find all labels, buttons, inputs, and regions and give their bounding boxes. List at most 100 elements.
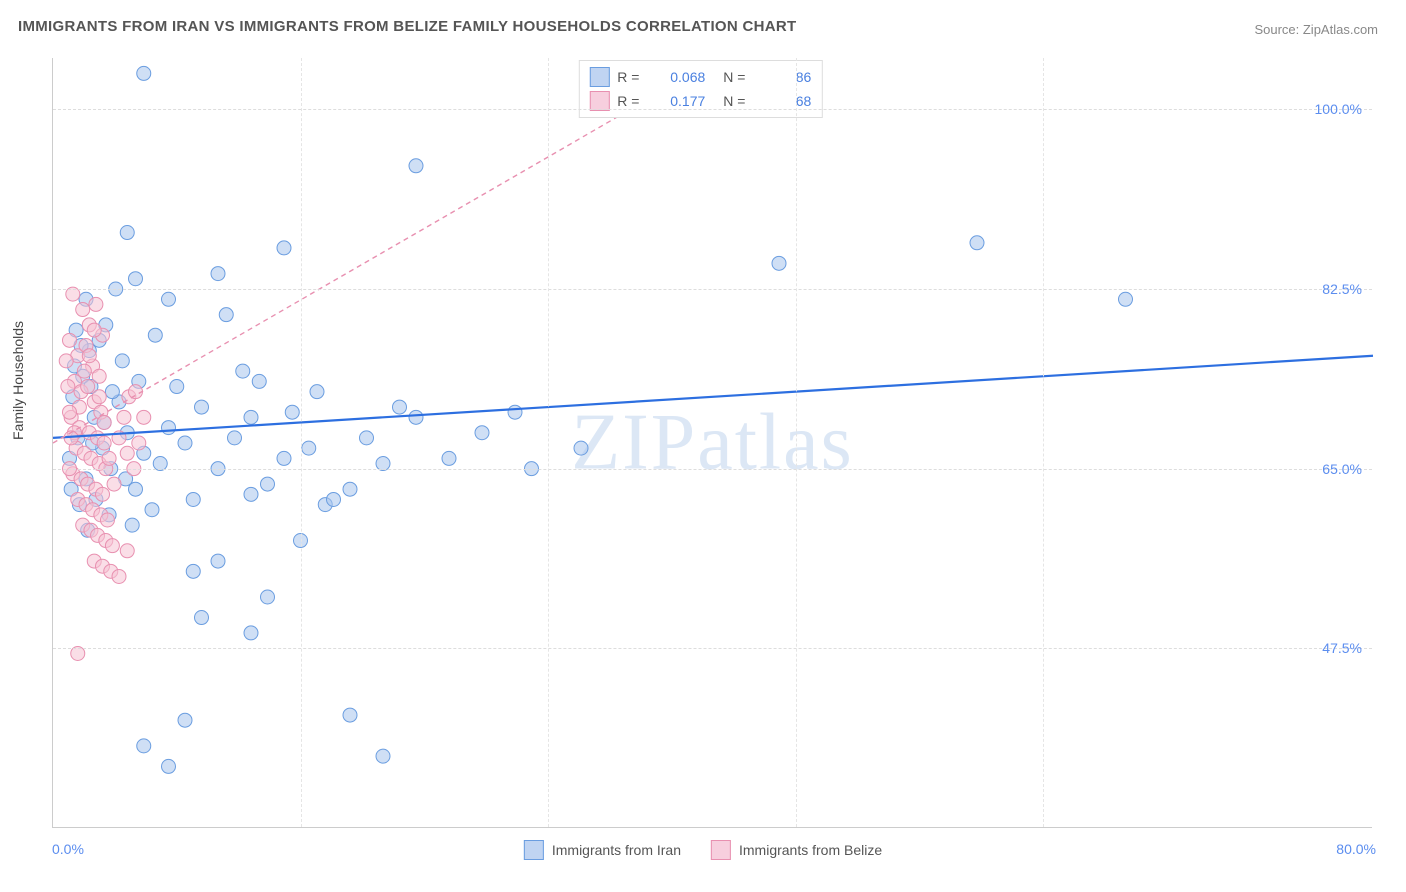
trend-line (53, 356, 1373, 438)
gridline (301, 58, 302, 827)
data-point (81, 380, 95, 394)
data-point (244, 626, 258, 640)
data-point (236, 364, 250, 378)
data-point (343, 708, 357, 722)
swatch-icon (524, 840, 544, 860)
gridline (53, 289, 1372, 290)
data-point (244, 410, 258, 424)
data-point (211, 554, 225, 568)
data-point (120, 544, 134, 558)
data-point (76, 303, 90, 317)
data-point (162, 759, 176, 773)
data-point (132, 436, 146, 450)
data-point (261, 590, 275, 604)
stat-n-label: N = (723, 69, 753, 85)
data-point (59, 354, 73, 368)
data-point (92, 369, 106, 383)
data-point (277, 241, 291, 255)
data-point (63, 333, 77, 347)
data-point (105, 385, 119, 399)
data-point (393, 400, 407, 414)
stat-n-label: N = (723, 93, 753, 109)
data-point (195, 611, 209, 625)
data-point (228, 431, 242, 445)
data-point (137, 410, 151, 424)
data-point (137, 66, 151, 80)
data-point (102, 451, 116, 465)
data-point (96, 487, 110, 501)
data-point (120, 446, 134, 460)
stat-r-label: R = (617, 93, 647, 109)
data-point (145, 503, 159, 517)
data-point (376, 749, 390, 763)
stat-n-value: 86 (761, 69, 811, 85)
legend: Immigrants from Iran Immigrants from Bel… (524, 840, 882, 860)
data-point (97, 415, 111, 429)
chart-title: IMMIGRANTS FROM IRAN VS IMMIGRANTS FROM … (18, 18, 796, 35)
data-point (137, 739, 151, 753)
data-point (442, 451, 456, 465)
data-point (508, 405, 522, 419)
data-point (252, 374, 266, 388)
data-point (261, 477, 275, 491)
y-tick-label: 82.5% (1322, 281, 1362, 297)
y-axis-label: Family Households (10, 321, 26, 440)
data-point (92, 390, 106, 404)
data-point (327, 492, 341, 506)
y-tick-label: 100.0% (1315, 101, 1362, 117)
legend-label: Immigrants from Belize (739, 842, 882, 858)
data-point (244, 487, 258, 501)
stat-r-value: 0.177 (655, 93, 705, 109)
data-point (162, 292, 176, 306)
data-point (211, 267, 225, 281)
data-point (178, 436, 192, 450)
gridline (1043, 58, 1044, 827)
data-point (125, 518, 139, 532)
data-point (772, 256, 786, 270)
data-point (302, 441, 316, 455)
data-point (89, 297, 103, 311)
data-point (409, 159, 423, 173)
data-point (105, 539, 119, 553)
swatch-icon (589, 67, 609, 87)
data-point (360, 431, 374, 445)
chart-plot-area: ZIPatlas R = 0.068 N = 86 R = 0.177 N = … (52, 58, 1372, 828)
data-point (277, 451, 291, 465)
stat-r-label: R = (617, 69, 647, 85)
data-point (97, 436, 111, 450)
swatch-icon (589, 91, 609, 111)
data-point (195, 400, 209, 414)
data-point (77, 364, 91, 378)
data-point (186, 492, 200, 506)
data-point (107, 477, 121, 491)
gridline (796, 58, 797, 827)
data-point (115, 354, 129, 368)
data-point (409, 410, 423, 424)
gridline (53, 648, 1372, 649)
data-point (170, 380, 184, 394)
data-point (343, 482, 357, 496)
data-point (120, 226, 134, 240)
data-point (61, 380, 75, 394)
data-point (148, 328, 162, 342)
swatch-icon (711, 840, 731, 860)
data-point (129, 272, 143, 286)
data-point (117, 410, 131, 424)
x-axis-min-label: 0.0% (52, 841, 84, 857)
data-point (87, 323, 101, 337)
data-point (100, 513, 114, 527)
data-point (112, 569, 126, 583)
data-point (129, 385, 143, 399)
legend-label: Immigrants from Iran (552, 842, 681, 858)
legend-item-belize: Immigrants from Belize (711, 840, 882, 860)
data-point (186, 564, 200, 578)
data-point (970, 236, 984, 250)
source-attribution: Source: ZipAtlas.com (1254, 22, 1378, 37)
data-point (82, 349, 96, 363)
y-tick-label: 47.5% (1322, 640, 1362, 656)
data-point (162, 421, 176, 435)
stat-n-value: 68 (761, 93, 811, 109)
y-tick-label: 65.0% (1322, 461, 1362, 477)
data-point (475, 426, 489, 440)
data-point (178, 713, 192, 727)
